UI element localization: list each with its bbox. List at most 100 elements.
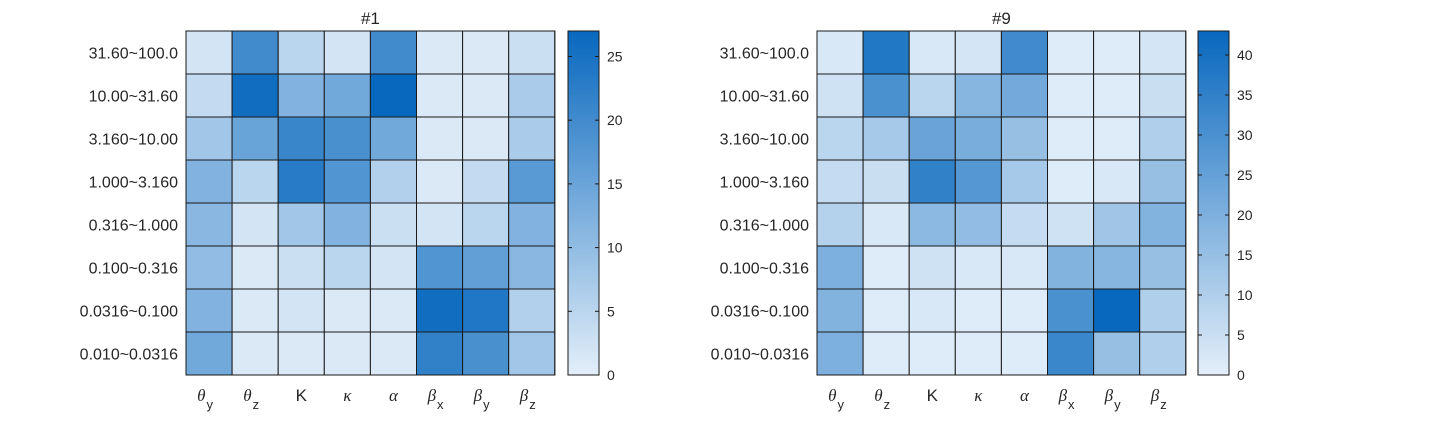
heatmap-cell	[1093, 202, 1141, 247]
heatmap-cell	[416, 288, 464, 333]
heatmap-cell	[231, 159, 279, 204]
heatmap-cell	[1093, 288, 1141, 333]
heatmap-cell	[323, 288, 371, 333]
heatmap-cell	[277, 30, 325, 75]
plot-frame	[816, 30, 1187, 376]
row-label: 3.160~10.00	[720, 132, 810, 149]
heatmap-cell	[231, 202, 279, 247]
heatmap-cell	[231, 73, 279, 118]
heatmap-cell	[323, 159, 371, 204]
heatmap-cell	[816, 245, 864, 290]
heatmap-cell	[277, 159, 325, 204]
row-label: 0.010~0.0316	[711, 347, 809, 364]
column-label-subscript: z	[1160, 397, 1167, 412]
heatmap-cell	[185, 73, 233, 118]
colorbar-tick-label: 40	[1237, 47, 1253, 63]
heatmap-cell	[416, 202, 464, 247]
column-label-symbol: κ	[343, 386, 352, 405]
column-label: θz	[874, 386, 890, 412]
heatmap-cell	[1047, 73, 1095, 118]
heatmap-cell	[231, 245, 279, 290]
heatmap-cell	[462, 288, 510, 333]
heatmap-cell	[816, 116, 864, 161]
heatmap-cell	[1093, 331, 1141, 376]
colorbar-tick-label: 0	[607, 367, 615, 383]
heatmap-cell	[185, 30, 233, 75]
heatmap-cell	[1000, 30, 1049, 75]
heatmap-cell	[323, 331, 371, 376]
heatmap-cell	[508, 331, 556, 376]
heatmap-cell	[185, 159, 233, 204]
column-label: K	[927, 386, 939, 405]
heatmap-cell	[954, 245, 1002, 290]
heatmap-cell	[908, 116, 956, 161]
column-label-symbol: β	[1150, 386, 1160, 405]
heatmap-cell	[816, 30, 864, 75]
heatmap-cell	[462, 245, 510, 290]
heatmap-cell	[1000, 116, 1049, 161]
row-label: 0.0316~0.100	[711, 304, 809, 321]
heatmap-cell	[954, 331, 1002, 376]
heatmap-cell	[416, 116, 464, 161]
heatmap-cell	[908, 331, 956, 376]
colorbar-scale	[567, 30, 600, 376]
column-label: α	[389, 386, 399, 405]
heatmap-cell	[954, 159, 1002, 204]
row-label: 0.316~1.000	[89, 218, 179, 235]
column-label-symbol: β	[427, 386, 437, 405]
heatmap-cell	[231, 288, 279, 333]
heatmap-cell	[862, 73, 910, 118]
colorbar-tick-label: 20	[607, 112, 623, 128]
heatmap-cell	[1000, 159, 1049, 204]
heatmap-cell	[1093, 116, 1141, 161]
heatmap-cell	[185, 245, 233, 290]
heatmap-cell	[862, 159, 910, 204]
heatmap-cell	[908, 288, 956, 333]
heatmap-cell	[1139, 288, 1187, 333]
column-label-subscript: x	[437, 397, 444, 412]
colorbar-tick-label: 20	[1237, 207, 1253, 223]
row-label: 10.00~31.60	[89, 89, 179, 106]
column-label-symbol: β	[519, 386, 529, 405]
heatmap-cell	[323, 202, 371, 247]
row-label: 0.010~0.0316	[80, 347, 178, 364]
heatmap-cell	[1139, 30, 1187, 75]
heatmap-cell	[954, 30, 1002, 75]
row-label: 0.100~0.316	[720, 261, 810, 278]
heatmap-cell	[862, 331, 910, 376]
heatmap-cell	[816, 202, 864, 247]
heatmap-cell	[508, 73, 556, 118]
colorbar-tick-label: 0	[1237, 367, 1245, 383]
colorbar-tick-label: 30	[1237, 127, 1253, 143]
column-label: θy	[828, 386, 844, 412]
heatmap-cell	[816, 288, 864, 333]
column-label-symbol: α	[1020, 386, 1030, 405]
heatmap-cell	[954, 288, 1002, 333]
column-label-symbol: θ	[243, 386, 251, 405]
heatmap-cell	[277, 288, 325, 333]
heatmap-cell	[185, 288, 233, 333]
panel-title: #9	[992, 9, 1011, 28]
row-label: 0.0316~0.100	[80, 304, 178, 321]
row-label: 1.000~3.160	[720, 175, 810, 192]
plot-frame	[185, 30, 556, 376]
colorbar-scale	[1197, 30, 1230, 376]
heatmap-cell	[416, 73, 464, 118]
heatmap-cell	[462, 331, 510, 376]
heatmap-cell	[862, 116, 910, 161]
heatmap-cell	[277, 73, 325, 118]
row-label: 10.00~31.60	[720, 89, 810, 106]
heatmap-cell	[462, 202, 510, 247]
heatmap-cell	[816, 73, 864, 118]
heatmap-cell	[908, 245, 956, 290]
heatmap-cell	[908, 159, 956, 204]
heatmap-cell	[816, 331, 864, 376]
column-label-subscript: z	[884, 397, 891, 412]
heatmap-cell	[1139, 159, 1187, 204]
heatmap-cell	[277, 116, 325, 161]
row-label: 0.316~1.000	[720, 218, 810, 235]
heatmap-cell	[462, 73, 510, 118]
column-label-symbol: K	[927, 386, 939, 405]
column-label: βy	[473, 386, 490, 412]
